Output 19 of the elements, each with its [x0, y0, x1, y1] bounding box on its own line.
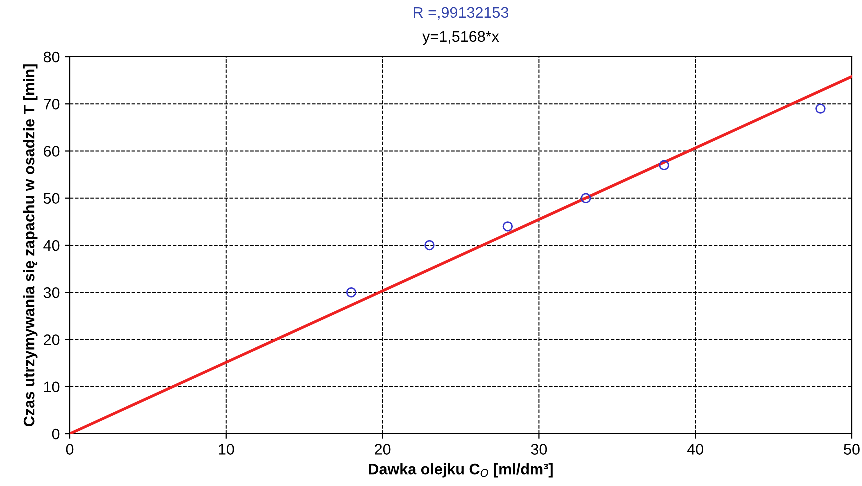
- y-tick-label: 80: [44, 52, 60, 63]
- x-tick-label: 20: [375, 444, 391, 455]
- y-tick-label: 10: [44, 382, 60, 393]
- y-axis-title: Czas utrzymywania się zapachu w osadzie T [min]: [23, 64, 38, 427]
- y-tick-label: 50: [44, 193, 60, 204]
- chart-subtitle: y=1,5168*x: [422, 31, 500, 46]
- y-tick-label: 60: [44, 146, 60, 157]
- y-tick-label: 30: [44, 287, 60, 298]
- x-tick-label: 40: [687, 444, 704, 455]
- x-tick-label: 0: [66, 444, 74, 455]
- x-tick-label: 30: [531, 444, 548, 455]
- y-tick-label: 40: [44, 240, 60, 252]
- x-axis-title: Dawka olejku C$_{O}$ [ml/dm³]: [369, 464, 553, 478]
- y-tick-label: 70: [44, 98, 60, 110]
- chart-title: R =,99132153: [414, 7, 509, 20]
- x-tick-label: 10: [219, 444, 234, 455]
- y-tick-label: 20: [44, 334, 60, 346]
- y-tick-label: 0: [52, 428, 60, 440]
- x-tick-label: 50: [844, 444, 860, 455]
